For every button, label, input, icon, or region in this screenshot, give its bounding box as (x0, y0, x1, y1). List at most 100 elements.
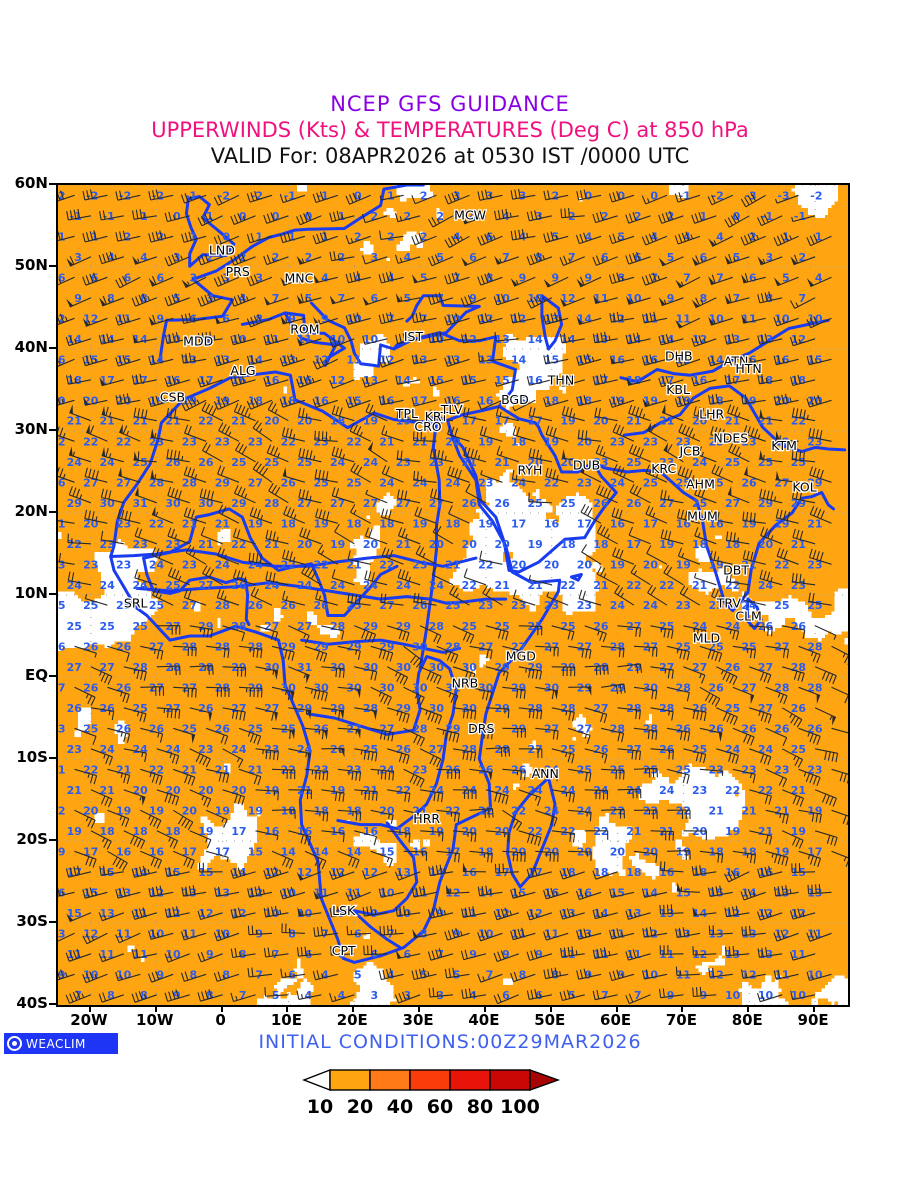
svg-text:6: 6 (502, 989, 510, 1002)
svg-text:30: 30 (643, 681, 659, 694)
svg-text:8: 8 (107, 292, 115, 305)
svg-text:14: 14 (281, 845, 297, 858)
svg-text:9: 9 (552, 271, 560, 284)
svg-text:5: 5 (568, 989, 576, 1002)
svg-text:23: 23 (182, 558, 197, 571)
svg-text:4: 4 (519, 230, 527, 243)
svg-text:2: 2 (305, 251, 313, 264)
svg-text:26: 26 (58, 640, 66, 653)
colorbar-label-40: 40 (380, 1096, 420, 1118)
svg-text:22: 22 (626, 579, 641, 592)
svg-text:2: 2 (634, 210, 642, 223)
svg-text:23: 23 (577, 599, 592, 612)
station-label-DBT: DBT (723, 563, 749, 578)
x-axis-tick-70E: 70E (651, 1011, 711, 1029)
svg-text:19: 19 (330, 784, 345, 797)
map-plot-area[interactable]: -2-2-2-2-1-2-2-1-10123332000-1-2-3-3-2-1… (56, 183, 850, 1007)
svg-text:5: 5 (617, 230, 625, 243)
svg-text:1: 1 (700, 210, 708, 223)
svg-text:23: 23 (396, 456, 411, 469)
svg-text:7: 7 (733, 292, 741, 305)
svg-text:17: 17 (445, 845, 460, 858)
svg-text:25: 25 (791, 456, 806, 469)
svg-text:29: 29 (478, 722, 493, 735)
x-axis-tick-20W: 20W (59, 1011, 119, 1029)
svg-text:6: 6 (288, 968, 296, 981)
svg-text:23: 23 (132, 538, 147, 551)
svg-text:9: 9 (403, 333, 411, 346)
svg-text:24: 24 (330, 579, 346, 592)
svg-text:23: 23 (248, 435, 263, 448)
svg-text:6: 6 (403, 948, 411, 961)
svg-text:18: 18 (741, 845, 756, 858)
title-line-1: NCEP GFS GUIDANCE (0, 92, 900, 117)
svg-text:25: 25 (346, 476, 361, 489)
svg-text:19: 19 (264, 784, 279, 797)
svg-text:3: 3 (371, 251, 379, 264)
svg-text:21: 21 (215, 517, 230, 530)
svg-text:24: 24 (659, 784, 675, 797)
svg-text:7: 7 (436, 292, 444, 305)
svg-text:8: 8 (700, 292, 708, 305)
svg-text:27: 27 (264, 702, 279, 715)
svg-text:23: 23 (807, 763, 822, 776)
svg-text:24: 24 (396, 579, 412, 592)
svg-text:20: 20 (544, 558, 560, 571)
svg-text:26: 26 (791, 620, 807, 633)
svg-text:22: 22 (725, 784, 740, 797)
svg-text:20: 20 (577, 558, 593, 571)
svg-text:5: 5 (733, 251, 741, 264)
svg-text:17: 17 (643, 517, 658, 530)
svg-text:29: 29 (215, 476, 230, 489)
svg-text:20: 20 (610, 845, 626, 858)
svg-text:27: 27 (692, 661, 707, 674)
x-axis-tick-20E: 20E (322, 1011, 382, 1029)
y-axis-tickmark (49, 511, 56, 513)
svg-text:20: 20 (132, 784, 148, 797)
svg-text:1: 1 (58, 230, 66, 243)
svg-text:25: 25 (560, 620, 575, 633)
x-axis-tickmark (286, 1005, 289, 1012)
svg-text:2: 2 (272, 251, 280, 264)
svg-text:29: 29 (445, 722, 460, 735)
svg-text:18: 18 (445, 517, 460, 530)
station-label-RYH: RYH (518, 463, 543, 478)
svg-text:27: 27 (182, 599, 197, 612)
svg-text:30: 30 (429, 661, 445, 674)
station-label-TRV: TRV (716, 595, 742, 610)
svg-text:25: 25 (527, 497, 542, 510)
svg-text:26: 26 (58, 476, 66, 489)
svg-text:24: 24 (379, 763, 395, 776)
svg-text:3: 3 (371, 989, 379, 1002)
svg-text:7: 7 (387, 312, 395, 325)
svg-text:30: 30 (478, 681, 494, 694)
svg-text:18: 18 (692, 866, 707, 879)
svg-text:19: 19 (248, 804, 263, 817)
svg-text:16: 16 (544, 517, 560, 530)
svg-text:21: 21 (379, 435, 394, 448)
svg-text:0: 0 (650, 189, 658, 202)
svg-text:23: 23 (774, 763, 789, 776)
svg-text:13: 13 (215, 886, 230, 899)
svg-text:24: 24 (99, 743, 115, 756)
svg-text:26: 26 (741, 722, 757, 735)
colorbar-label-10: 10 (300, 1096, 340, 1118)
svg-text:5: 5 (173, 292, 181, 305)
weather-map-svg: -2-2-2-2-1-2-2-1-10123332000-1-2-3-3-2-1… (58, 185, 848, 1005)
svg-text:24: 24 (363, 456, 379, 469)
svg-text:-2: -2 (218, 189, 230, 202)
svg-text:28: 28 (676, 681, 691, 694)
svg-text:20: 20 (494, 825, 510, 838)
svg-text:25: 25 (165, 579, 180, 592)
svg-text:26: 26 (725, 661, 741, 674)
y-axis-tick-40N: 40N (0, 338, 48, 356)
x-axis-tick-10E: 10E (256, 1011, 316, 1029)
weaclim-logo[interactable]: WEACLIM (4, 1033, 118, 1054)
svg-text:9: 9 (584, 968, 592, 981)
svg-text:20: 20 (758, 538, 774, 551)
svg-text:21: 21 (626, 825, 641, 838)
colorbar (302, 1068, 590, 1094)
svg-text:23: 23 (346, 763, 361, 776)
svg-text:5: 5 (552, 230, 560, 243)
y-axis-tick-10S: 10S (0, 748, 48, 766)
